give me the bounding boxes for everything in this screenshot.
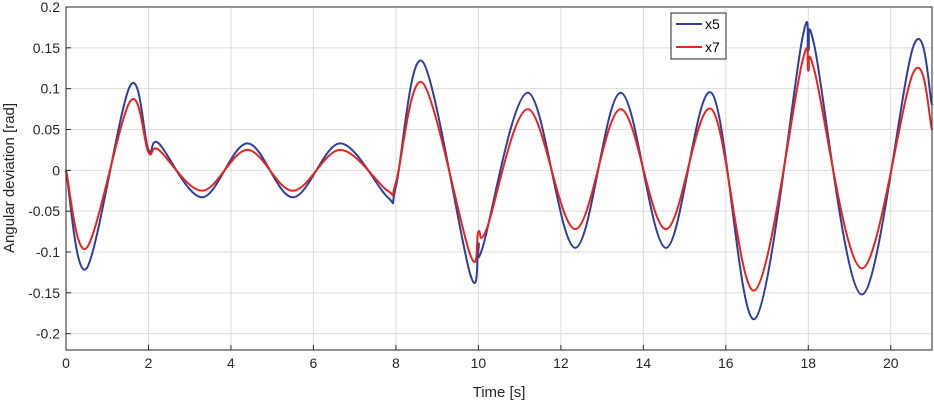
y-tick-label: 0 [52,162,60,178]
y-axis-ticks: 0.2 0.15 0.1 0.05 0 -0.05 -0.1 -0.15 -0.2 [28,0,71,342]
y-tick-label: 0.15 [33,40,60,56]
legend-box [670,12,727,60]
x-tick-label: 14 [636,355,652,371]
x-axis-title: Time [s] [473,384,526,401]
y-tick-label: -0.1 [36,244,60,260]
y-tick-label: -0.05 [28,203,60,219]
series-line-x7 [65,46,933,292]
x-tick-label: 20 [883,355,899,371]
y-tick-label: 0.2 [41,0,61,15]
x-tick-label: 16 [718,355,734,371]
x-axis-ticks: 0 2 4 6 8 10 12 14 16 18 20 [62,345,899,371]
x-tick-label: 12 [553,355,569,371]
legend-label-x7: x7 [705,39,720,55]
legend: x5 x7 [670,12,727,60]
x-tick-label: 8 [392,355,400,371]
plot-frame [65,6,933,351]
x-tick-label: 2 [145,355,153,371]
y-tick-label: -0.2 [36,326,60,342]
x-tick-label: 10 [471,355,487,371]
y-axis-title: Angular deviation [rad] [1,103,18,253]
y-tick-label: 0.1 [41,81,61,97]
series-group [65,21,933,320]
x-tick-label: 18 [800,355,816,371]
y-tick-label: 0.05 [33,122,60,138]
legend-label-x5: x5 [705,16,720,32]
x-tick-label: 4 [227,355,235,371]
x-tick-label: 0 [62,355,70,371]
y-tick-label: -0.15 [28,285,60,301]
series-line-x5 [65,21,933,320]
x-tick-label: 6 [310,355,318,371]
